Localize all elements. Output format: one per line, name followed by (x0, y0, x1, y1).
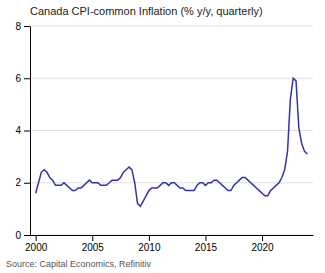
y-tick: 2 (15, 177, 30, 188)
y-tick-label: 2 (15, 177, 21, 188)
y-tick-label: 0 (15, 230, 21, 241)
x-tick-label: 2005 (82, 242, 105, 253)
x-tick: 2010 (138, 235, 161, 253)
grid-line (30, 26, 313, 27)
y-tick-mark (24, 26, 30, 27)
y-tick-mark (24, 235, 30, 236)
chart: 2000 2005 2010 2015 2020 0 2 4 6 8 Canada CPI-comm… (0, 0, 325, 273)
y-tick-mark (24, 78, 30, 79)
title: Canada CPI-common Inflation (% y/y, quar… (30, 5, 263, 17)
grid-line (30, 130, 313, 131)
x-tick-mark (205, 235, 206, 241)
x-tick-mark (92, 235, 93, 241)
y-tick: 6 (15, 73, 30, 84)
y-tick-label: 6 (15, 73, 21, 84)
x-tick-mark (262, 235, 263, 241)
x-axis-line (31, 235, 314, 236)
x-tick-label: 2010 (138, 242, 161, 253)
marks (36, 78, 308, 206)
y-tick-mark (24, 183, 30, 184)
grid-line (30, 235, 313, 236)
plot-area: 2000 2005 2010 2015 2020 0 2 4 6 8 (15, 21, 313, 253)
y-axis: 0 2 4 6 8 (15, 21, 30, 241)
x-tick-label: 2000 (25, 242, 48, 253)
y-tick-label: 8 (15, 21, 21, 32)
x-tick: 2020 (251, 235, 274, 253)
y-tick-label: 4 (15, 125, 21, 136)
grid (30, 26, 313, 235)
annotation: Source: Capital Economics, Refinitiv (6, 259, 152, 269)
x-axis: 2000 2005 2010 2015 2020 (25, 235, 313, 253)
x-tick: 2015 (195, 235, 218, 253)
y-tick: 4 (15, 125, 30, 136)
grid-line (30, 78, 313, 79)
x-tick: 2000 (25, 235, 48, 253)
y-tick: 8 (15, 21, 30, 32)
y-tick: 0 (15, 230, 30, 241)
x-tick-mark (36, 235, 37, 241)
x-tick-label: 2020 (251, 242, 274, 253)
y-axis-line (30, 27, 31, 236)
x-tick-mark (149, 235, 150, 241)
line (36, 78, 308, 206)
x-tick: 2005 (82, 235, 105, 253)
y-tick-mark (24, 131, 30, 132)
x-tick-label: 2015 (195, 242, 218, 253)
